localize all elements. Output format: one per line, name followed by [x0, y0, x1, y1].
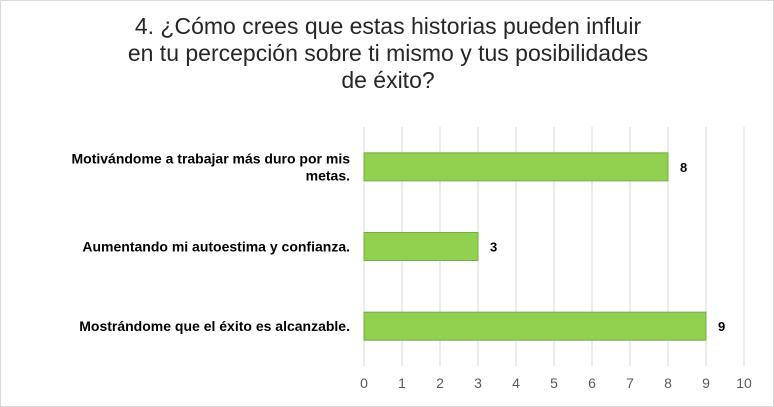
- x-tick-label: 2: [436, 375, 444, 391]
- x-tick-label: 0: [360, 375, 368, 391]
- bar: [363, 311, 707, 341]
- bar: [363, 232, 479, 261]
- category-label: Aumentando mi autoestima y confianza.: [82, 239, 350, 255]
- x-tick-label: 5: [550, 375, 558, 391]
- category-label: metas.: [306, 167, 350, 183]
- bar: [363, 152, 669, 182]
- x-tick-label: 1: [398, 375, 406, 391]
- x-tick-label: 8: [664, 375, 672, 391]
- chart-title-line: de éxito?: [341, 67, 435, 93]
- data-label: 8: [680, 160, 687, 175]
- chart-title-line: en tu percepción sobre ti mismo y tus po…: [127, 40, 649, 66]
- chart-title: 4. ¿Cómo crees que estas historias puede…: [61, 13, 715, 94]
- x-tick-label: 3: [474, 375, 482, 391]
- x-tick-label: 6: [588, 375, 596, 391]
- chart-title-line: 4. ¿Cómo crees que estas historias puede…: [134, 13, 642, 39]
- data-label: 9: [718, 319, 725, 334]
- x-tick-label: 7: [626, 375, 634, 391]
- category-label: Mostrándome que el éxito es alcanzable.: [79, 318, 350, 334]
- category-label: Motivándome a trabajar más duro por mis: [71, 150, 350, 166]
- x-tick-label: 4: [512, 375, 520, 391]
- x-tick-label: 9: [702, 375, 710, 391]
- x-tick-label: 10: [736, 375, 752, 391]
- data-label: 3: [490, 240, 497, 255]
